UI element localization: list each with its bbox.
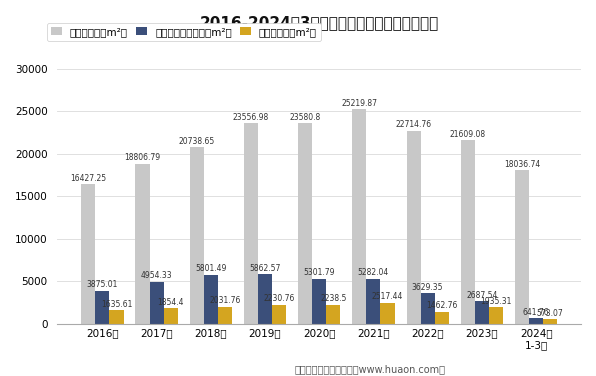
Text: 1462.76: 1462.76	[426, 301, 458, 310]
Bar	[164, 308, 178, 324]
Bar	[352, 109, 367, 324]
Bar	[190, 147, 204, 324]
Text: 2238.5: 2238.5	[320, 294, 346, 303]
Text: 1935.31: 1935.31	[480, 297, 511, 306]
Bar	[434, 311, 449, 324]
Bar	[150, 282, 164, 324]
Bar	[298, 123, 312, 324]
Text: 2031.76: 2031.76	[209, 296, 241, 305]
Bar	[244, 123, 258, 324]
Title: 2016-2024年3月江西省房地产施工及竃工面积: 2016-2024年3月江西省房地产施工及竃工面积	[200, 15, 439, 30]
Text: 制图：华经产业研究院（www.huaon.com）: 制图：华经产业研究院（www.huaon.com）	[294, 364, 445, 374]
Bar	[543, 319, 557, 324]
Bar	[110, 310, 123, 324]
Bar	[367, 279, 380, 324]
Text: 2517.44: 2517.44	[372, 292, 403, 301]
Text: 23580.8: 23580.8	[290, 113, 321, 122]
Bar	[81, 184, 95, 324]
Text: 20738.65: 20738.65	[179, 137, 215, 146]
Text: 18806.79: 18806.79	[125, 153, 160, 162]
Text: 3629.35: 3629.35	[412, 282, 443, 291]
Text: 641.76: 641.76	[523, 308, 550, 317]
Bar	[326, 305, 340, 324]
Text: 23556.98: 23556.98	[233, 113, 269, 122]
Bar	[272, 305, 286, 324]
Text: 573.07: 573.07	[537, 309, 564, 318]
Bar	[135, 164, 150, 324]
Bar	[380, 303, 395, 324]
Bar	[515, 170, 529, 324]
Bar	[258, 274, 272, 324]
Text: 4954.33: 4954.33	[141, 271, 172, 280]
Bar	[475, 301, 489, 324]
Text: 16427.25: 16427.25	[70, 174, 106, 183]
Bar	[312, 279, 326, 324]
Text: 5282.04: 5282.04	[358, 268, 389, 277]
Text: 2230.76: 2230.76	[263, 294, 295, 303]
Text: 5301.79: 5301.79	[303, 268, 335, 277]
Text: 18036.74: 18036.74	[504, 160, 540, 169]
Bar	[406, 131, 421, 324]
Bar	[218, 307, 232, 324]
Text: 25219.87: 25219.87	[342, 99, 377, 108]
Bar	[489, 308, 503, 324]
Text: 3875.01: 3875.01	[87, 280, 118, 290]
Bar	[95, 291, 110, 324]
Text: 22714.76: 22714.76	[396, 120, 432, 129]
Text: 2687.54: 2687.54	[466, 291, 498, 300]
Bar	[204, 274, 218, 324]
Legend: 施工面积（万m²）, 新开工施工面积（万m²）, 竃工面积（万m²）: 施工面积（万m²）, 新开工施工面积（万m²）, 竃工面积（万m²）	[47, 23, 321, 41]
Text: 21609.08: 21609.08	[450, 130, 486, 138]
Text: 1854.4: 1854.4	[157, 298, 184, 307]
Text: 5801.49: 5801.49	[195, 264, 226, 273]
Text: 5862.57: 5862.57	[249, 264, 281, 273]
Text: 1635.61: 1635.61	[101, 300, 132, 308]
Bar	[529, 318, 543, 324]
Bar	[461, 140, 475, 324]
Bar	[421, 293, 434, 324]
